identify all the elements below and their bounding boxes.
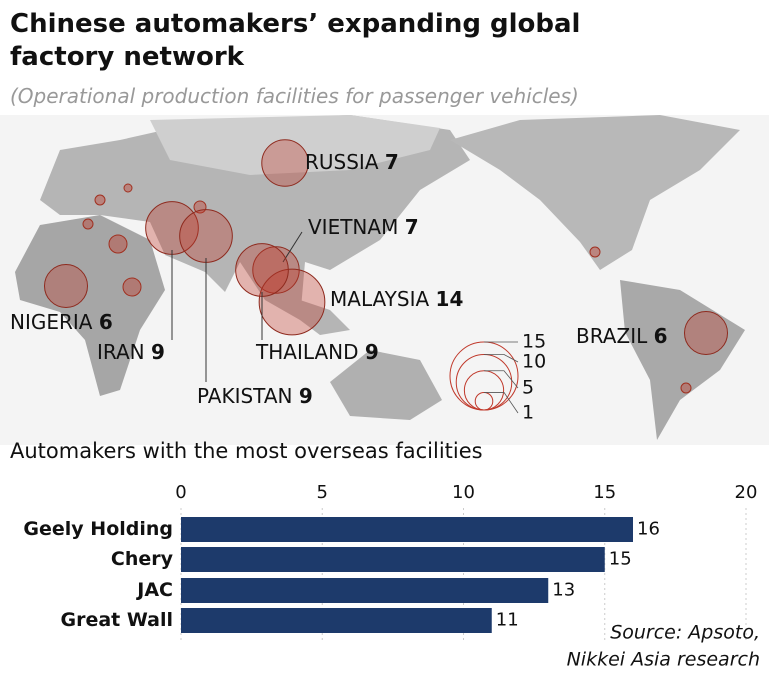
- minor-site: [82, 218, 94, 230]
- country-label: VIETNAM 7: [308, 215, 419, 239]
- minor-site: [589, 246, 601, 258]
- bubble: [235, 243, 289, 297]
- minor-site: [680, 382, 692, 394]
- bar: [181, 608, 492, 633]
- country-value: 7: [405, 215, 419, 239]
- x-tick-label: 20: [735, 482, 758, 503]
- land: [620, 280, 745, 440]
- chart-title: Automakers with the most overseas facili…: [10, 439, 483, 463]
- source-note: Source: Apsoto,: [610, 622, 760, 644]
- country-value: 9: [299, 384, 313, 408]
- legend-label: 1: [522, 402, 534, 424]
- country-label: MALAYSIA 14: [330, 287, 463, 311]
- country-name: IRAN: [97, 340, 145, 364]
- title: Chinese automakers’ expanding global fac…: [10, 9, 581, 72]
- minor-site: [123, 183, 133, 193]
- bubble: [43, 263, 89, 309]
- country-name: MALAYSIA: [330, 287, 429, 311]
- legend-leader: [484, 392, 519, 414]
- minor-site: [94, 194, 106, 206]
- land: [150, 115, 440, 175]
- country-name: PAKISTAN: [197, 384, 292, 408]
- bar: [181, 517, 633, 542]
- country-name: THAILAND: [255, 340, 358, 364]
- country-label: NIGERIA 6: [10, 310, 113, 334]
- country-value: 14: [436, 287, 464, 311]
- x-tick-label: 15: [593, 482, 616, 503]
- country-name: NIGERIA: [10, 310, 93, 334]
- bubble: [683, 310, 729, 356]
- legend-leader: [484, 354, 519, 363]
- country-label: IRAN 9: [97, 340, 165, 364]
- world-map: [0, 115, 769, 445]
- subtitle: (Operational production facilities for p…: [10, 84, 579, 108]
- country-label: BRAZIL 6: [576, 324, 668, 348]
- value-label: 15: [609, 549, 632, 570]
- bubble: [261, 139, 309, 187]
- x-tick-label: 10: [452, 482, 475, 503]
- country-name: VIETNAM: [308, 215, 398, 239]
- x-tick-label: 0: [175, 482, 186, 503]
- country-label: THAILAND 9: [255, 340, 379, 364]
- land: [15, 215, 165, 396]
- bubble: [179, 209, 233, 263]
- legend-label: 15: [522, 331, 546, 353]
- legend-label: 10: [522, 351, 546, 373]
- legend-leader: [484, 370, 519, 389]
- country-value: 9: [365, 340, 379, 364]
- y-tick-label: Chery: [111, 548, 174, 570]
- y-tick-label: JAC: [135, 579, 173, 601]
- land: [330, 350, 442, 420]
- country-value: 6: [99, 310, 113, 334]
- bar: [181, 547, 605, 572]
- minor-site: [122, 277, 142, 297]
- legend-label: 5: [522, 377, 534, 399]
- bar: [181, 578, 549, 603]
- country-label: PAKISTAN 9: [197, 384, 313, 408]
- bubble: [258, 268, 326, 336]
- source-note: Nikkei Asia research: [567, 649, 760, 671]
- y-tick-label: Geely Holding: [23, 518, 173, 540]
- value-label: 16: [637, 519, 660, 540]
- country-value: 9: [151, 340, 165, 364]
- country-value: 7: [385, 150, 399, 174]
- land: [450, 115, 740, 270]
- leader-line: [282, 231, 303, 263]
- country-name: BRAZIL: [576, 324, 648, 348]
- land: [300, 300, 350, 335]
- value-label: 11: [496, 610, 519, 631]
- country-name: RUSSIA: [305, 150, 379, 174]
- minor-site: [108, 234, 128, 254]
- y-tick-label: Great Wall: [61, 609, 174, 631]
- country-label: RUSSIA 7: [305, 150, 399, 174]
- country-value: 6: [654, 324, 668, 348]
- x-tick-label: 5: [317, 482, 328, 503]
- value-label: 13: [552, 580, 575, 601]
